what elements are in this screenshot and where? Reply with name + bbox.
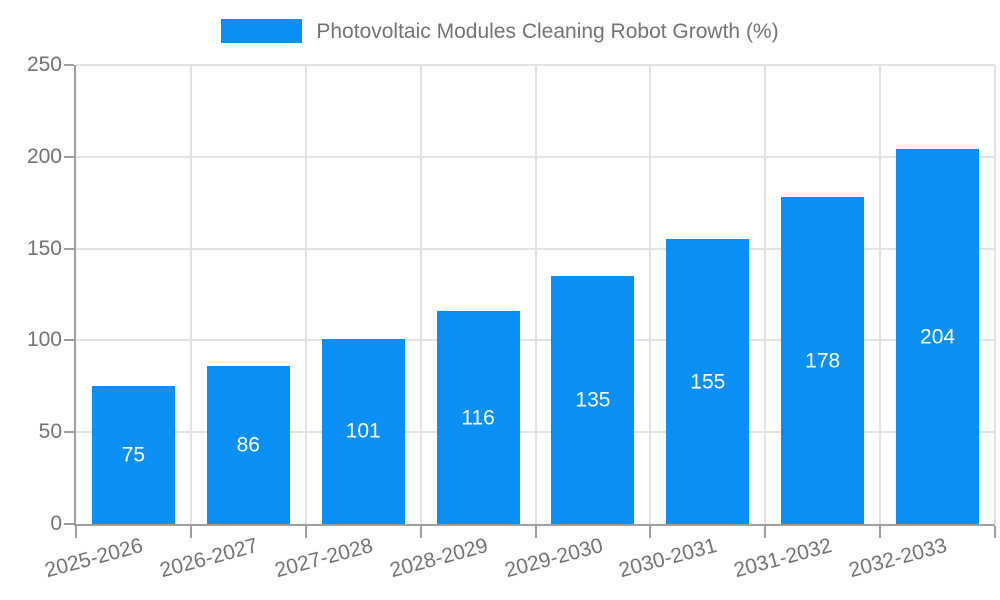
- x-axis-tick: [189, 526, 192, 538]
- y-axis-label: 200: [26, 144, 62, 168]
- y-axis-label: 250: [26, 53, 62, 76]
- x-axis-tick: [304, 526, 307, 538]
- bar-value-label: 116: [461, 406, 495, 430]
- x-axis-label: 2028-2029: [387, 534, 491, 583]
- gridline-vertical: [764, 65, 767, 524]
- y-axis-tick: [64, 339, 74, 342]
- legend-swatch[interactable]: [221, 19, 303, 43]
- x-axis-tick: [994, 526, 996, 538]
- gridline-vertical: [304, 65, 307, 524]
- x-axis-label: 2030-2031: [616, 534, 720, 583]
- x-axis-label: 2025-2026: [42, 534, 146, 583]
- y-axis-tick: [64, 247, 74, 250]
- gridline-vertical: [994, 65, 996, 524]
- bar[interactable]: 101: [321, 338, 405, 524]
- plot-area: 75 86 101 116 135 155 178 204: [64, 64, 996, 538]
- bar-value-label: 135: [575, 388, 611, 412]
- y-axis-tick: [64, 523, 74, 525]
- bar[interactable]: 116: [436, 311, 520, 524]
- legend-label: Photovoltaic Modules Cleaning Robot Grow…: [316, 19, 779, 43]
- y-axis-label: 0: [50, 512, 62, 535]
- bar-value-label: 101: [345, 419, 381, 443]
- x-axis-tick: [764, 526, 767, 538]
- x-axis-label: 2032-2033: [846, 534, 950, 583]
- legend[interactable]: Photovoltaic Modules Cleaning Robot Grow…: [0, 19, 1000, 43]
- x-axis-tick: [879, 526, 882, 538]
- bar-value-label: 204: [920, 325, 956, 349]
- y-axis-label: 100: [26, 328, 62, 352]
- x-axis-tick: [419, 526, 422, 538]
- gridline-vertical: [649, 65, 652, 524]
- bar-value-label: 86: [236, 433, 260, 457]
- bar-value-label: 178: [805, 349, 841, 373]
- bar[interactable]: 178: [781, 197, 865, 524]
- bar-value-label: 155: [690, 370, 726, 394]
- y-axis-label: 50: [38, 420, 62, 444]
- x-axis-tick: [649, 526, 652, 538]
- x-axis-tick: [534, 526, 537, 538]
- y-axis-tick: [64, 431, 74, 434]
- y-axis-tick: [64, 64, 74, 66]
- x-axis-label: 2027-2028: [272, 534, 376, 583]
- gridline-vertical: [879, 65, 882, 524]
- y-axis-label: 150: [26, 236, 62, 260]
- bar[interactable]: 75: [91, 386, 175, 524]
- gridline-vertical: [189, 65, 192, 524]
- bar-value-label: 75: [121, 443, 146, 467]
- bar[interactable]: 204: [896, 149, 980, 524]
- bar[interactable]: 135: [551, 276, 635, 524]
- x-axis-label: 2029-2030: [501, 534, 605, 583]
- y-axis-tick: [64, 155, 74, 158]
- gridline-vertical: [534, 65, 537, 524]
- x-axis-label: 2031-2032: [731, 534, 835, 583]
- bar[interactable]: 155: [666, 239, 750, 524]
- gridline-vertical: [419, 65, 422, 524]
- x-axis-label: 2026-2027: [157, 534, 261, 583]
- x-axis-tick: [75, 526, 77, 538]
- bar[interactable]: 86: [206, 366, 290, 524]
